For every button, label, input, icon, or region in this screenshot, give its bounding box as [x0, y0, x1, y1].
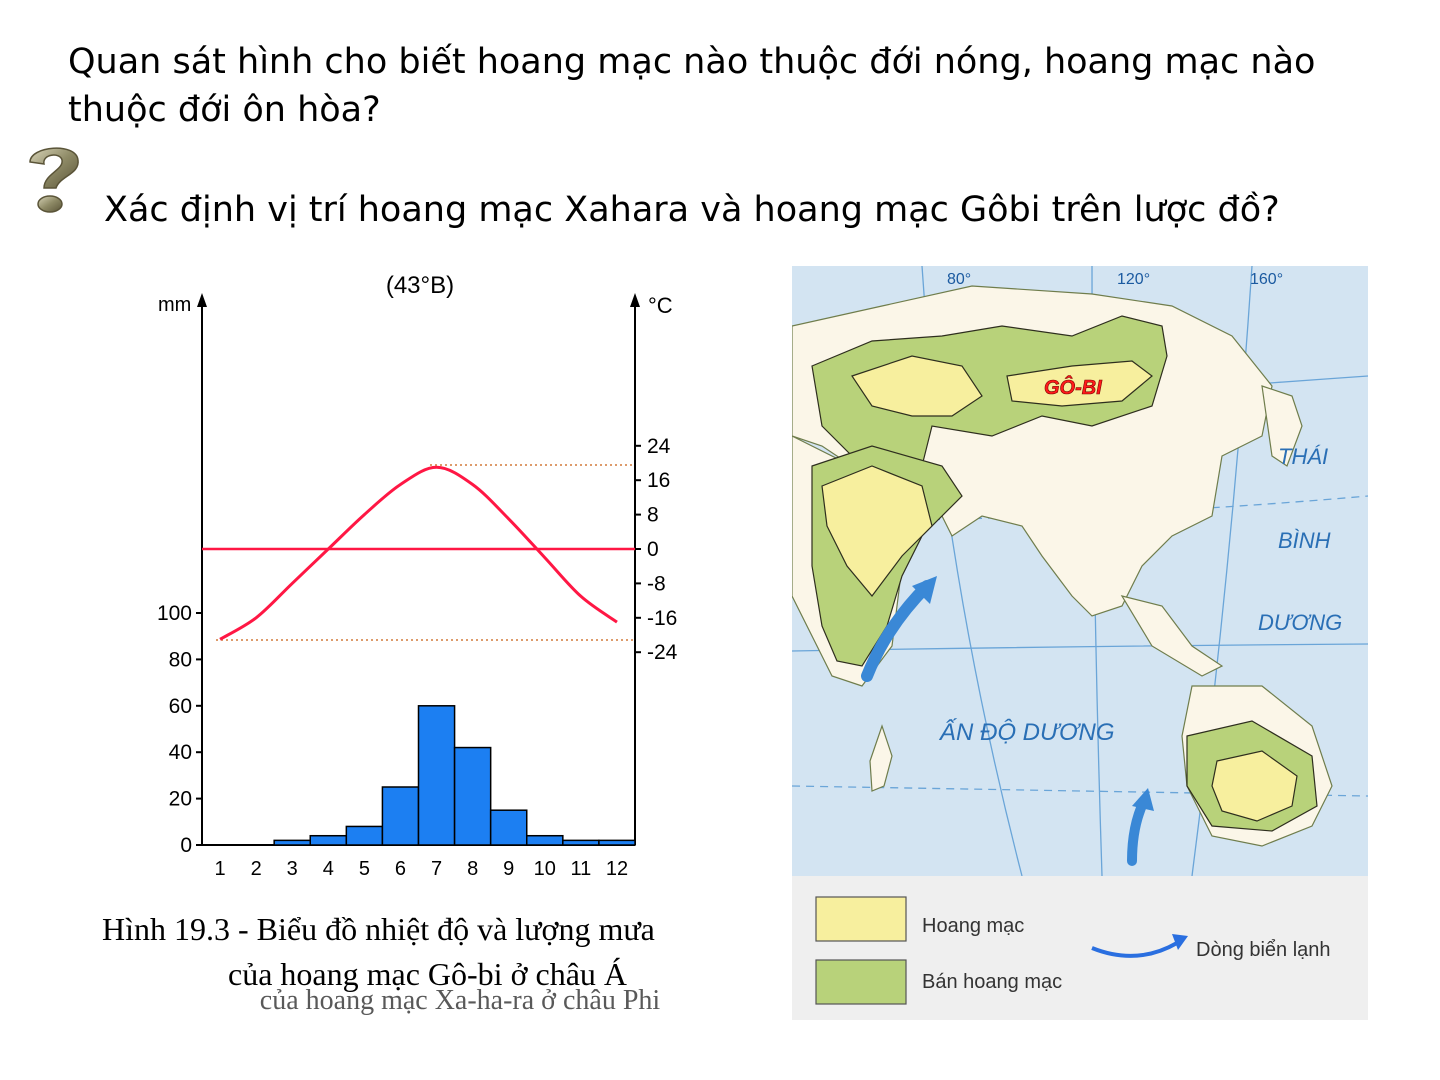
month-labels: 1 2 3 4 5 6 7 8 9 10 11 12 — [214, 858, 628, 880]
legend-desert-swatch — [815, 896, 907, 942]
caption-line-2: của hoang mạc Gô-bi ở châu Á — [228, 956, 627, 992]
month-label-10: 10 — [534, 858, 556, 880]
indian-ocean-label: ẤN ĐỘ DƯƠNG — [938, 718, 1115, 746]
legend-desert-label: Hoang mạc — [922, 915, 1024, 937]
caption-line-1: Hình 19.3 - Biểu đồ nhiệt độ và lượng mư… — [102, 911, 655, 947]
precip-tick-100: 100 — [157, 602, 192, 625]
month-label-5: 5 — [359, 858, 370, 880]
precip-bar-6 — [381, 786, 420, 846]
precip-bar-4 — [309, 834, 348, 846]
legend-semi-desert-label: Bán hoang mạc — [922, 971, 1062, 993]
cold-current-arrowhead-icon — [1172, 934, 1188, 950]
temp-tick--24: -24 — [647, 641, 678, 664]
question-one: Quan sát hình cho biết hoang mạc nào thu… — [68, 42, 1316, 130]
question-mark-icon — [29, 147, 79, 213]
question-two: Xác định vị trí hoang mạc Xahara và hoan… — [104, 190, 1280, 230]
temp-tick-8: 8 — [647, 504, 659, 527]
month-label-4: 4 — [323, 858, 334, 880]
month-label-2: 2 — [251, 858, 262, 880]
precip-tick-40: 40 — [169, 741, 192, 764]
month-label-6: 6 — [395, 858, 406, 880]
month-label-3: 3 — [287, 858, 298, 880]
precip-ticks: 0 20 40 60 80 100 — [157, 602, 202, 857]
precip-bar-3 — [273, 839, 312, 846]
climate-chart: (43°B) mm °C 1 2 3 4 5 6 7 8 9 10 11 12 02040608010… — [102, 272, 678, 1016]
pacific-label-3: DƯƠNG — [1258, 610, 1342, 635]
temp-tick-24: 24 — [647, 435, 671, 458]
lon-label-120: 120° — [1117, 271, 1150, 288]
month-label-7: 7 — [431, 858, 442, 880]
precip-bar-8 — [453, 746, 492, 846]
pacific-label-1: THÁI — [1278, 444, 1328, 469]
desert-map: 80° 120° 160° GÔ-BI THÁI BÌNH DƯƠNG ẤN Đ… — [792, 266, 1368, 1020]
gobi-label: GÔ-BI — [1044, 375, 1102, 399]
left-axis-arrow — [197, 293, 207, 307]
lon-label-80: 80° — [947, 271, 971, 288]
precip-bar-7 — [417, 705, 456, 846]
precip-bar-10 — [526, 834, 564, 846]
desert-areas — [821, 355, 1298, 822]
month-label-12: 12 — [606, 858, 628, 880]
month-label-9: 9 — [503, 858, 514, 880]
current-arrow-arabia-head — [912, 576, 937, 604]
current-arrow-australia-head — [1132, 788, 1154, 811]
temp-ticks: 24 16 8 0 -8 -16 -24 — [635, 435, 678, 664]
month-label-11: 11 — [570, 858, 591, 880]
precip-tick-0: 0 — [180, 834, 192, 857]
precip-bars — [273, 705, 636, 846]
temp-tick-16: 16 — [647, 469, 670, 492]
precip-bar-11 — [562, 839, 600, 846]
latitude-label: (43°B) — [386, 272, 454, 299]
month-label-8: 8 — [467, 858, 478, 880]
month-label-1: 1 — [214, 858, 225, 880]
legend-semi-desert-swatch — [815, 959, 907, 1005]
legend-cold-current-label: Dòng biển lạnh — [1196, 939, 1331, 961]
temp-tick--8: -8 — [647, 572, 666, 595]
precip-tick-60: 60 — [169, 695, 192, 718]
cold-current-arrow-icon — [1091, 941, 1178, 958]
pacific-label-2: BÌNH — [1278, 528, 1331, 553]
temp-tick--16: -16 — [647, 607, 677, 630]
temp-unit-label: °C — [648, 293, 673, 318]
precip-tick-80: 80 — [169, 648, 192, 671]
temperature-line — [219, 465, 618, 641]
caption-ghost: của hoang mạc Xa-ha-ra ở châu Phi — [260, 985, 661, 1016]
precip-bar-9 — [489, 809, 528, 846]
precip-bar-12 — [598, 839, 636, 846]
temp-tick-0: 0 — [647, 538, 659, 561]
precip-tick-20: 20 — [169, 788, 192, 811]
lon-label-160: 160° — [1250, 271, 1283, 288]
current-arrow-arabia — [861, 580, 933, 682]
right-axis-arrow — [630, 293, 640, 307]
precip-bar-5 — [345, 825, 384, 846]
precip-unit-label: mm — [158, 294, 191, 316]
